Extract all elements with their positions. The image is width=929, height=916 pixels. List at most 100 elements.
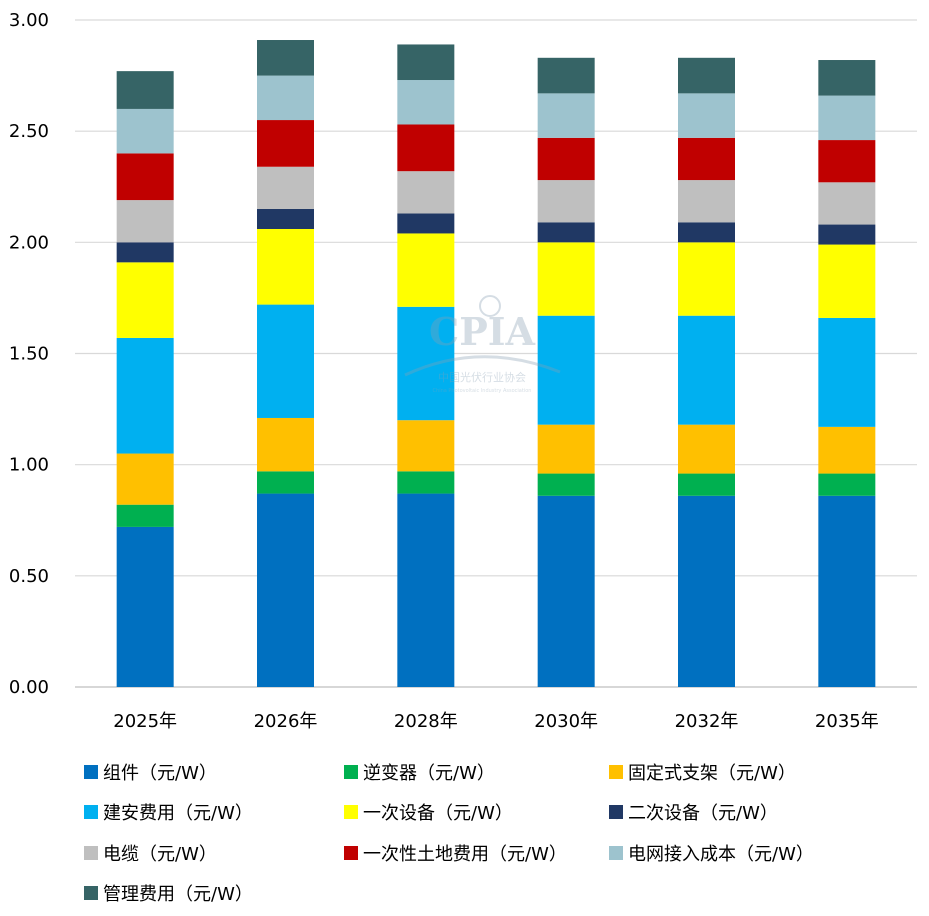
legend-swatch: [344, 846, 358, 860]
bar-segment: [397, 44, 455, 81]
bar-segment: [678, 315, 735, 425]
watermark-logo-text: CPIA: [429, 309, 536, 354]
x-tick-label: 2028年: [394, 711, 458, 732]
bar-segment: [257, 208, 314, 229]
bar-segment: [537, 222, 595, 243]
bar-segment: [116, 337, 174, 454]
bar-segment: [257, 304, 314, 418]
x-tick-label: 2032年: [675, 711, 739, 732]
bar-segment: [397, 493, 455, 687]
legend-label: 逆变器（元/W）: [363, 763, 495, 784]
bar-segment: [678, 93, 735, 138]
watermark-sun-icon: [479, 295, 501, 317]
bar-segment: [257, 493, 314, 687]
bar-segment: [537, 424, 595, 474]
bar-segment: [397, 471, 455, 494]
bar-segment: [116, 242, 174, 263]
legend-swatch: [84, 805, 98, 819]
bar-segment: [257, 166, 314, 209]
legend-item: 逆变器（元/W）: [344, 763, 495, 784]
bar-segment: [116, 71, 174, 109]
legend-swatch: [84, 765, 98, 779]
bar-segment: [537, 57, 595, 94]
bar-segment: [537, 495, 595, 687]
bar-segment: [818, 317, 876, 427]
watermark-org-name: 中国光伏行业协会: [438, 370, 526, 384]
x-tick-label: 2030年: [534, 711, 598, 732]
bar-segment: [818, 182, 876, 225]
y-tick-label: 3.00: [9, 10, 49, 31]
bar-segment: [818, 140, 876, 183]
y-tick-label: 2.50: [9, 121, 49, 142]
bar-segment: [257, 120, 314, 167]
bar-segment: [116, 526, 174, 687]
bar-segment: [257, 75, 314, 121]
x-axis: 2025年 2026年 2028年 2030年 2032年 2035年: [113, 711, 878, 732]
bar-segment: [116, 108, 174, 154]
y-tick-label: 0.00: [9, 677, 49, 698]
bar-segment: [818, 244, 876, 318]
legend-label: 电网接入成本（元/W）: [628, 844, 814, 865]
bar-segment: [818, 426, 876, 474]
y-tick-label: 1.00: [9, 455, 49, 476]
bar-segment: [397, 306, 455, 421]
bar-segment: [257, 417, 314, 472]
legend-item: 二次设备（元/W）: [609, 803, 778, 824]
x-tick-label: 2026年: [254, 711, 318, 732]
bar-segment: [678, 180, 735, 223]
legend-swatch: [344, 805, 358, 819]
legend-label: 组件（元/W）: [103, 763, 217, 784]
bar-segment: [537, 473, 595, 496]
bar-segment: [116, 453, 174, 505]
legend-item: 一次设备（元/W）: [344, 803, 513, 824]
legend-swatch: [344, 765, 358, 779]
legend-label: 电缆（元/W）: [103, 844, 217, 865]
bar-segment: [397, 420, 455, 472]
bar-segment: [397, 171, 455, 214]
bar-segment: [537, 137, 595, 181]
y-axis: 0.00 0.50 1.00 1.50 2.00 2.50 3.00: [9, 10, 49, 698]
bar-segment: [678, 473, 735, 496]
legend-swatch: [84, 846, 98, 860]
legend-item: 一次性土地费用（元/W）: [344, 844, 567, 865]
bar-segment: [818, 95, 876, 141]
bar-segment: [397, 213, 455, 234]
watermark-org-name-en: China Photovoltaic Industry Association: [433, 388, 532, 394]
x-tick-label: 2025年: [113, 711, 177, 732]
legend-swatch: [609, 846, 623, 860]
legend-label: 固定式支架（元/W）: [628, 763, 796, 784]
bar-segment: [116, 200, 174, 243]
cpia-watermark: CPIA 中国光伏行业协会 China Photovoltaic Industr…: [404, 295, 561, 394]
y-tick-label: 2.00: [9, 232, 49, 253]
legend-label: 一次性土地费用（元/W）: [363, 844, 567, 865]
bar-segment: [678, 424, 735, 474]
bar-segment: [116, 504, 174, 527]
legend-item: 管理费用（元/W）: [84, 884, 253, 905]
bar-segment: [678, 242, 735, 316]
legend-item: 固定式支架（元/W）: [609, 763, 796, 784]
bar-segment: [818, 60, 876, 96]
bar-segment: [257, 40, 314, 76]
bar-segment: [537, 180, 595, 223]
x-tick-label: 2035年: [815, 711, 879, 732]
legend-label: 二次设备（元/W）: [628, 803, 778, 824]
bar-segment: [537, 242, 595, 316]
bar-segment: [818, 473, 876, 496]
bar-segment: [818, 224, 876, 245]
legend-swatch: [84, 886, 98, 900]
watermark-swoosh-icon: [404, 355, 561, 377]
legend-label: 管理费用（元/W）: [103, 884, 253, 905]
y-tick-label: 1.50: [9, 344, 49, 365]
legend-item: 建安费用（元/W）: [84, 803, 253, 824]
bar-segment: [397, 233, 455, 307]
legend-swatch: [609, 765, 623, 779]
legend: 组件（元/W） 逆变器（元/W） 固定式支架（元/W） 建安费用（元/W） 一次设备（元…: [84, 763, 814, 905]
bar-segment: [537, 93, 595, 138]
bar-segment: [678, 222, 735, 243]
bar-segment: [818, 495, 876, 687]
bar-segment: [537, 315, 595, 425]
bar-segment: [257, 228, 314, 305]
bar-segment: [116, 262, 174, 338]
legend-item: 电缆（元/W）: [84, 844, 217, 865]
